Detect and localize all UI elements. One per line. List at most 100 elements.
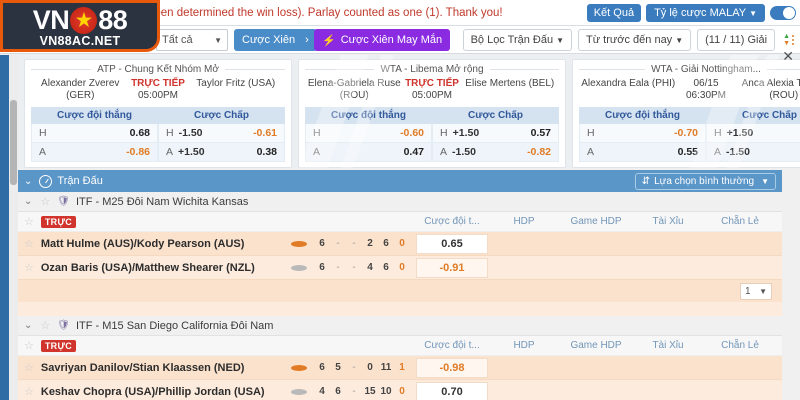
set-score: 11 bbox=[380, 362, 392, 373]
topbar-actions: Kết Quả Tỷ lệ cược MALAY ▼ bbox=[586, 0, 796, 26]
home-player: Alexandra Eala (PHI) bbox=[581, 78, 676, 89]
set-score: 6 bbox=[383, 262, 389, 273]
favorite-star-icon[interactable]: ☆ bbox=[24, 262, 34, 274]
moneyline-cell[interactable]: A -0.86 bbox=[31, 143, 158, 162]
sort-desc-icon: ▼ bbox=[783, 40, 790, 47]
pagination-row: 1 ▼ bbox=[18, 280, 782, 302]
score-group: 6 5-0 11 1 bbox=[291, 362, 410, 373]
team-name: Savriyan Danilov/Stian Klaassen (NED) bbox=[40, 361, 245, 374]
chevron-down-icon[interactable]: ⌄ bbox=[24, 320, 33, 331]
market-column-header: Cược đội t... bbox=[424, 216, 480, 227]
market-column-header: Chẵn Lẻ bbox=[721, 216, 759, 227]
set-score: 4 bbox=[367, 262, 373, 273]
moneyline-cell[interactable]: H -0.60 bbox=[305, 124, 432, 143]
favorite-star-icon[interactable]: ☆ bbox=[24, 340, 34, 352]
favorite-star-icon[interactable]: ☆ bbox=[24, 362, 34, 374]
moneyline-cell[interactable]: A 0.55 bbox=[579, 143, 706, 162]
moneyline-cell[interactable]: H -0.70 bbox=[579, 124, 706, 143]
chevron-down-icon[interactable]: ⌄ bbox=[24, 175, 33, 187]
handicap-cell[interactable]: H -1.50 -0.61 bbox=[158, 124, 285, 143]
match-status: TRỰC TIẾP 05:00PM bbox=[127, 78, 188, 102]
side-label: H bbox=[39, 127, 47, 139]
handicap-cell[interactable]: H +1.50 bbox=[706, 124, 800, 143]
live-status: TRỰC TIẾP bbox=[131, 78, 185, 89]
list-spacer bbox=[18, 302, 782, 316]
match-card[interactable]: WTA - Giải Nottingham... Alexandra Eala … bbox=[572, 59, 800, 168]
time-filter-dropdown[interactable]: Từ trước đến nay ▼ bbox=[578, 29, 692, 51]
serve-indicator-icon bbox=[291, 240, 307, 247]
match-row[interactable]: ☆ Savriyan Danilov/Stian Klaassen (NED) … bbox=[18, 356, 782, 380]
market-columns: Cược đội t... HDP Game HDP Tài Xỉu Chẵn Lẻ bbox=[416, 340, 776, 351]
moneyline-odd-button[interactable]: -0.98 bbox=[416, 357, 488, 378]
match-row[interactable]: ☆ Matt Hulme (AUS)/Kody Pearson (AUS) 6-… bbox=[18, 232, 782, 256]
moneyline-cell[interactable]: H 0.68 bbox=[31, 124, 158, 143]
tournament-name: ITF - M25 Đôi Nam Wichita Kansas bbox=[75, 195, 249, 208]
league-count-button[interactable]: (11 / 11) Giải bbox=[697, 29, 776, 51]
market-column-header: Game HDP bbox=[570, 216, 622, 227]
game-score: 0 bbox=[399, 262, 405, 273]
odds-row: A 0.47 A -1.50 -0.82 bbox=[305, 143, 559, 162]
moneyline-odd-button[interactable]: 0.65 bbox=[416, 233, 488, 254]
handicap-cell[interactable]: H +1.50 0.57 bbox=[432, 124, 559, 143]
logo-text-right: 88 bbox=[98, 4, 128, 35]
scrollbar-track[interactable] bbox=[9, 55, 18, 400]
tournament-row[interactable]: ⌄ ☆ 🛡 ITF - M25 Đôi Nam Wichita Kansas bbox=[18, 192, 782, 212]
sort-filter-icon[interactable]: ▲ ▼ bbox=[781, 33, 796, 47]
score-group: 4 6-15 10 0 bbox=[291, 386, 410, 397]
odds-row: H -0.60 H +1.50 0.57 bbox=[305, 124, 559, 143]
page-select[interactable]: 1 ▼ bbox=[740, 282, 772, 300]
favorite-star-icon[interactable]: ☆ bbox=[24, 216, 34, 228]
live-badge: TRỰC bbox=[40, 215, 77, 228]
close-icon[interactable]: ✕ bbox=[782, 48, 794, 64]
moneyline-odd-button[interactable]: -0.91 bbox=[416, 257, 488, 278]
tab-parlay[interactable]: Cược Xiên › bbox=[234, 29, 317, 51]
tournament-row[interactable]: ⌄ ☆ 🛡 ITF - M15 San Diego California Đôi… bbox=[18, 316, 782, 336]
scrollbar-thumb[interactable] bbox=[10, 100, 17, 185]
handicap-odd: 0.38 bbox=[256, 146, 277, 158]
home-player: Elena-Gabriela Ruse (ROU) bbox=[307, 78, 401, 101]
moneyline-odd: 0.47 bbox=[403, 146, 424, 158]
favorite-star-icon[interactable]: ☆ bbox=[40, 320, 51, 332]
game-score: 0 bbox=[399, 238, 405, 249]
side-label: H bbox=[587, 127, 595, 139]
side-label: A bbox=[166, 146, 174, 158]
col-handicap: Cược Chấp bbox=[468, 110, 523, 121]
col-moneyline: Cược đội thắng bbox=[331, 110, 406, 121]
tab-lucky-parlay[interactable]: ⚡ Cược Xiên May Mắn bbox=[314, 29, 451, 51]
moneyline-odd-button[interactable]: 0.70 bbox=[416, 381, 488, 400]
match-filter-dropdown[interactable]: Bộ Lọc Trận Đấu ▼ bbox=[462, 29, 573, 51]
league-name: WTA - Giải Nottingham... bbox=[651, 64, 761, 75]
match-card[interactable]: WTA - Libema Mở rộng Elena-Gabriela Ruse… bbox=[298, 59, 566, 168]
results-button[interactable]: Kết Quả bbox=[586, 4, 642, 22]
chevron-down-icon[interactable]: ⌄ bbox=[24, 196, 33, 207]
serve-indicator-icon bbox=[291, 364, 307, 371]
match-status: 06/15 06:30PM bbox=[675, 78, 736, 102]
handicap-cell[interactable]: A -1.50 -0.82 bbox=[432, 143, 559, 162]
match-row[interactable]: ☆ Ozan Baris (USA)/Matthew Shearer (NZL)… bbox=[18, 256, 782, 280]
league-title: WTA - Libema Mở rộng bbox=[305, 63, 560, 76]
clock-icon bbox=[39, 174, 53, 188]
chevron-down-icon: ▼ bbox=[675, 35, 684, 45]
side-label: H bbox=[714, 127, 722, 139]
handicap-cell[interactable]: A +1.50 0.38 bbox=[158, 143, 285, 162]
featured-match-carousel: ATP - Chung Kết Nhóm Mở Alexander Zverev… bbox=[18, 55, 800, 168]
favorite-star-icon[interactable]: ☆ bbox=[24, 386, 34, 398]
tournament-name: ITF - M15 San Diego California Đôi Nam bbox=[75, 319, 274, 332]
display-toggle[interactable] bbox=[770, 6, 796, 20]
league-name: WTA - Libema Mở rộng bbox=[380, 64, 484, 75]
odds-format-dropdown[interactable]: Tỷ lệ cược MALAY ▼ bbox=[646, 4, 765, 22]
match-card[interactable]: ATP - Chung Kết Nhóm Mở Alexander Zverev… bbox=[24, 59, 292, 168]
set-score: 10 bbox=[380, 386, 392, 397]
match-row[interactable]: ☆ Keshav Chopra (USA)/Phillip Jordan (US… bbox=[18, 380, 782, 400]
select-all-dropdown[interactable]: Tất cả ▼ bbox=[156, 29, 228, 51]
logo-wordmark: VN ★ 88 bbox=[33, 4, 128, 35]
favorite-star-icon[interactable]: ☆ bbox=[24, 238, 34, 250]
view-options-dropdown[interactable]: ⇵ Lựa chọn bình thường ▼ bbox=[634, 172, 776, 190]
handicap-cell[interactable]: A -1.50 bbox=[706, 143, 800, 162]
select-all-label: Tất cả bbox=[162, 34, 193, 46]
moneyline-cell[interactable]: A 0.47 bbox=[305, 143, 432, 162]
sort-lines-icon: ⇵ bbox=[641, 175, 651, 187]
more-options-icon bbox=[792, 35, 794, 45]
favorite-star-icon[interactable]: ☆ bbox=[40, 196, 51, 208]
